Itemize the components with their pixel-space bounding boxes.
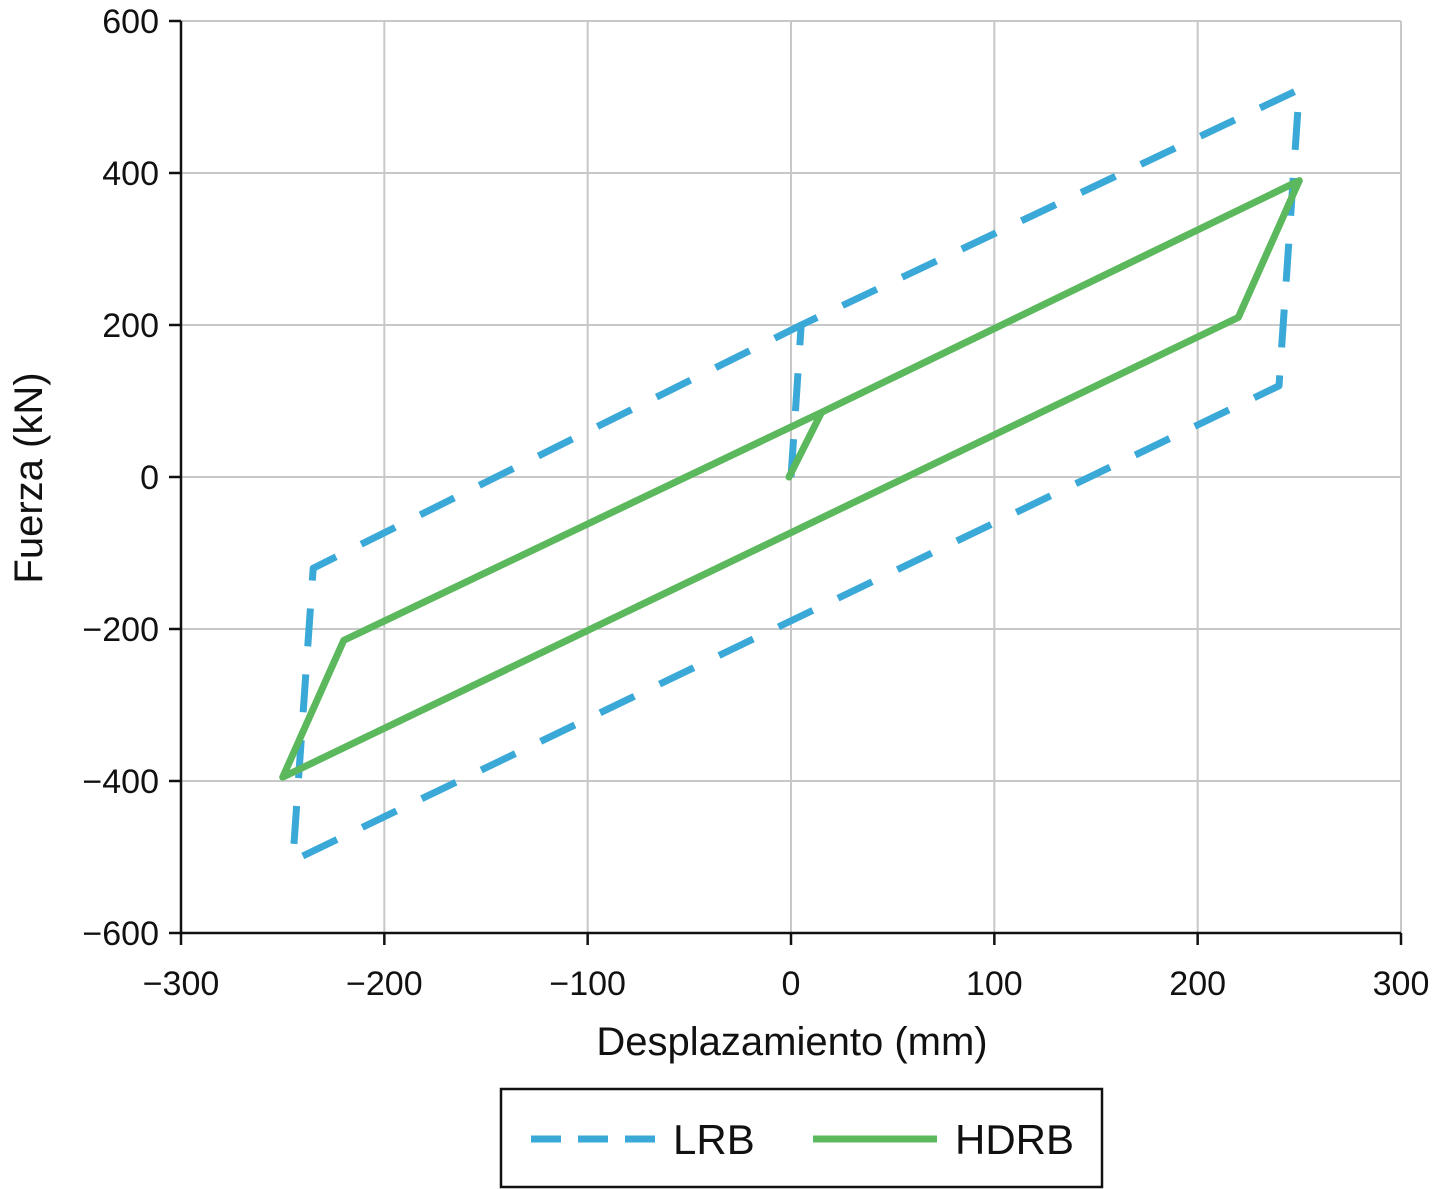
- tick-labels: −300 −200 −100 0 100 200 300 −600 −400 −200 0 200 40…: [82, 3, 1429, 1003]
- y-tick-label: 600: [102, 3, 159, 41]
- y-tick-label: 200: [102, 307, 159, 345]
- series-layer: [279, 85, 1303, 865]
- y-tick-label: −400: [82, 763, 159, 801]
- x-tick-label: 0: [782, 965, 801, 1003]
- y-tick-label: 0: [140, 459, 159, 497]
- legend-label-lrb: LRB: [673, 1116, 755, 1163]
- x-tick-label: 100: [966, 965, 1023, 1003]
- x-tick-label: 200: [1169, 965, 1226, 1003]
- axes: [169, 19, 1403, 945]
- legend: LRB HDRB: [499, 1087, 1104, 1189]
- x-tick-label: −300: [143, 965, 220, 1003]
- x-axis-title: Desplazamiento (mm): [596, 1020, 987, 1064]
- y-axis-title: Fuerza (kN): [7, 372, 51, 583]
- y-tick-label: −200: [82, 611, 159, 649]
- x-tick-label: 300: [1373, 965, 1430, 1003]
- series-hdrb: [279, 177, 1303, 781]
- y-tick-label: 400: [102, 155, 159, 193]
- grid-lines: [180, 20, 1402, 934]
- x-tick-label: −200: [346, 965, 423, 1003]
- y-tick-label: −600: [82, 915, 159, 953]
- legend-label-hdrb: HDRB: [955, 1116, 1074, 1163]
- series-lrb: [289, 85, 1303, 865]
- x-tick-label: −100: [549, 965, 626, 1003]
